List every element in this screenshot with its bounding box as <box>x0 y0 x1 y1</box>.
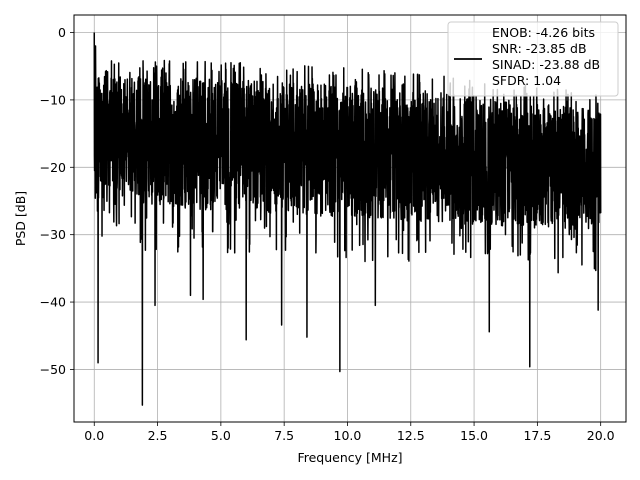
x-tick-label: 2.5 <box>148 428 168 443</box>
x-tick-label: 15.0 <box>460 428 488 443</box>
x-tick-label: 10.0 <box>334 428 362 443</box>
legend-entry-sinad: SINAD: -23.88 dB <box>492 57 600 72</box>
legend-entry-enob: ENOB: -4.26 bits <box>492 25 595 40</box>
x-tick-label: 12.5 <box>397 428 425 443</box>
y-tick-label: −20 <box>40 160 66 175</box>
legend-entry-snr: SNR: -23.85 dB <box>492 41 587 56</box>
x-axis-label: Frequency [MHz] <box>297 450 402 465</box>
y-axis-label: PSD [dB] <box>13 191 28 246</box>
y-tick-label: −50 <box>40 362 66 377</box>
legend-box <box>447 21 619 97</box>
x-tick-label: 17.5 <box>523 428 551 443</box>
legend-entry-sfdr: SFDR: 1.04 <box>492 73 561 88</box>
x-tick-label: 5.0 <box>211 428 231 443</box>
legend: ENOB: -4.26 bits SNR: -23.85 dB SINAD: -… <box>447 21 619 97</box>
axis-ticks: 0.0 2.5 5.0 7.5 10.0 12.5 15.0 17.5 20.0 0 −10 −20 −… <box>40 25 615 443</box>
y-tick-label: −10 <box>40 92 66 107</box>
plot-frame <box>73 14 627 423</box>
x-tick-label: 0.0 <box>84 428 104 443</box>
y-tick-label: −40 <box>40 295 66 310</box>
x-tick-label: 7.5 <box>274 428 294 443</box>
y-tick-label: 0 <box>58 25 66 40</box>
y-tick-label: −30 <box>40 227 66 242</box>
x-tick-label: 20.0 <box>587 428 615 443</box>
